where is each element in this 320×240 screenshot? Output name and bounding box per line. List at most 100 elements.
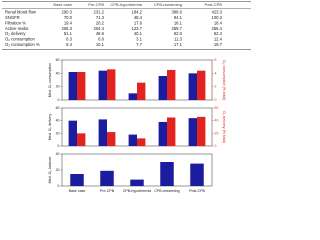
bar xyxy=(68,120,77,146)
y-tick-label: 60 xyxy=(56,58,60,62)
table-cell: 290.3 xyxy=(62,10,73,15)
y-axis-label: Med. O₂ consumption xyxy=(48,63,52,98)
table-cell: 62.0 xyxy=(174,31,183,36)
y-tick-label: 20 xyxy=(56,131,60,135)
table-cell: 123.7 xyxy=(132,26,143,31)
table-header: CPB-hypothermia xyxy=(110,2,142,7)
y2-axis-label: O₂ delivery (% total) xyxy=(222,111,226,143)
y2-tick-label: 40 xyxy=(215,119,219,123)
table-cell: 6.6 xyxy=(98,37,104,42)
y-tick-label: 20 xyxy=(56,85,60,89)
y-tick-label: 20 xyxy=(56,168,60,172)
bar xyxy=(77,133,86,146)
table-cell: 231.2 xyxy=(94,10,105,15)
y2-tick-label: 0 xyxy=(215,98,217,102)
table-cell: 70.0 xyxy=(64,15,73,20)
table-cell: 18.4 xyxy=(214,20,223,25)
y-tick-label: 0 xyxy=(58,184,60,188)
table-cell: 94.1 xyxy=(174,15,183,20)
y-tick-label: 0 xyxy=(58,98,60,102)
bar xyxy=(188,118,197,146)
bar xyxy=(70,174,84,186)
y2-axis-label: O₂ consumption (% total) xyxy=(222,60,226,100)
x-tick-label: Post-CPB xyxy=(189,189,205,193)
bar xyxy=(107,132,116,146)
y2-tick-label: 60 xyxy=(215,106,219,110)
table-cell: 46.6 xyxy=(96,31,105,36)
table-cell: SNGFR xyxy=(5,15,20,20)
bar xyxy=(130,179,144,186)
y2-tick-label: 2 xyxy=(215,85,217,89)
table-cell: O₂ consumption % xyxy=(5,42,40,47)
y2-tick-label: 0 xyxy=(215,144,217,148)
table-cell: 204.4 xyxy=(94,26,105,31)
table-cell: 18.1 xyxy=(174,20,183,25)
table-cell: 10.1 xyxy=(96,42,105,47)
table-cell: 184.2 xyxy=(132,10,143,15)
bar xyxy=(197,116,206,146)
bar xyxy=(167,117,176,146)
y-axis-label: Med. O₂ delivery xyxy=(48,114,52,141)
bar xyxy=(137,82,146,100)
bar xyxy=(128,134,137,146)
table-cell: 19.4 xyxy=(64,20,73,25)
table-cell: Filtration % xyxy=(5,20,26,25)
table-cell: 17.1 xyxy=(174,42,183,47)
y-tick-label: 40 xyxy=(56,152,60,156)
table-cell: 3.1 xyxy=(136,37,142,42)
y-tick-label: 40 xyxy=(56,119,60,123)
bar xyxy=(68,72,77,100)
table-header: Post-CPB xyxy=(204,2,222,7)
table-cell: 19.7 xyxy=(214,42,223,47)
y-axis-label: Med. O₂ balance xyxy=(48,157,52,184)
x-tick-label: CPB-rewarming xyxy=(154,189,179,193)
table-cell: Active reabs. xyxy=(5,26,29,31)
y-tick-label: 40 xyxy=(56,71,60,75)
bar xyxy=(188,73,197,100)
x-tick-label: Pre-CPB xyxy=(100,189,115,193)
bar xyxy=(190,163,204,186)
table-cell: 40.1 xyxy=(134,31,143,36)
table-cell: Renal blood flow xyxy=(5,10,37,15)
table-cell: 48.4 xyxy=(134,15,143,20)
table-cell: 8.4 xyxy=(66,42,72,47)
table-header: Pre-CPB xyxy=(88,2,104,7)
table-cell: 259.7 xyxy=(172,26,183,31)
bar xyxy=(160,162,174,186)
table-cell: 51.1 xyxy=(64,31,73,36)
bar xyxy=(167,70,176,100)
bar xyxy=(158,76,167,100)
table-cell: 17.6 xyxy=(134,20,143,25)
bar xyxy=(100,170,114,186)
y-tick-label: 0 xyxy=(58,144,60,148)
table-header: CPB-rewarming xyxy=(154,2,182,7)
table-cell: 12.4 xyxy=(214,37,223,42)
bar xyxy=(98,119,107,146)
bar xyxy=(77,72,86,100)
bar xyxy=(197,70,206,100)
y2-tick-label: 6 xyxy=(215,58,217,62)
bar xyxy=(137,138,146,146)
bar xyxy=(98,70,107,100)
x-tick-label: CPB-hypothermia xyxy=(123,189,151,193)
table-cell: 6.3 xyxy=(66,37,72,42)
table-cell: 388.0 xyxy=(172,10,183,15)
table-cell: O₂ consumption xyxy=(5,37,35,42)
figure: Base case Pre-CPB CPB-hypothermia CPB-rewar… xyxy=(2,1,251,193)
table-cell: 423.3 xyxy=(212,10,223,15)
bar xyxy=(128,93,137,100)
bar xyxy=(158,121,167,146)
x-tick-label: Base case xyxy=(69,189,86,193)
table-cell: 71.3 xyxy=(96,15,105,20)
bar xyxy=(107,69,116,100)
table-cell: 7.7 xyxy=(136,42,142,47)
table-cell: 255.4 xyxy=(212,26,223,31)
table-cell: 20.2 xyxy=(96,20,105,25)
table-header: Base case xyxy=(53,2,72,7)
table-cell: 62.4 xyxy=(214,31,223,36)
y-tick-label: 60 xyxy=(56,106,60,110)
table-cell: O₂ delivery xyxy=(5,31,26,36)
table-cell: 206.3 xyxy=(62,26,73,31)
y2-tick-label: 20 xyxy=(215,131,219,135)
y2-tick-label: 4 xyxy=(215,71,217,75)
